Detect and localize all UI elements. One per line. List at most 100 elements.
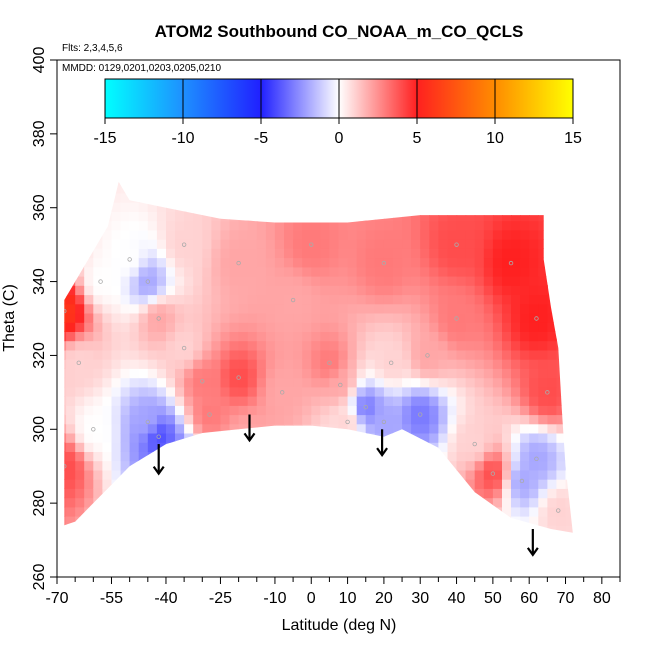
heatmap-cell [156,405,167,416]
heatmap-cell [374,183,385,194]
heatmap-cell [338,359,349,369]
heatmap-cell [184,368,194,379]
heatmap-cell [347,322,358,332]
heatmap-cell [483,368,494,379]
heatmap-cell [338,181,349,185]
heatmap-cell [138,525,149,533]
heatmap-cell [102,202,113,212]
heatmap-cell [383,488,394,499]
heatmap-cell [184,220,194,231]
heatmap-cell [547,396,558,406]
heatmap-cell [465,359,476,369]
heatmap-cell [556,303,567,314]
sample-point [519,478,525,484]
heatmap-cell [274,451,285,462]
heatmap-cell [329,229,340,240]
heatmap-cell [129,248,140,259]
heatmap-cell [284,211,294,222]
heatmap-cell [547,405,558,416]
heatmap-cell [238,220,249,231]
heatmap-cell [575,415,585,425]
heatmap-cell [147,294,158,305]
heatmap-cell [256,229,267,240]
heatmap-cell [93,433,103,443]
heatmap-cell [420,497,430,508]
heatmap-cell [565,405,573,416]
heatmap-cell [556,266,567,277]
heatmap-cell [247,303,258,314]
heatmap-cell [456,442,467,452]
heatmap-cell [265,211,276,222]
heatmap-cell [547,469,558,480]
heatmap-cell [84,229,94,240]
heatmap-cell [556,257,567,268]
heatmap-cell [529,331,539,342]
heatmap-cell [338,331,349,342]
heatmap-cell [64,229,67,240]
heatmap-cell [320,396,330,406]
heatmap-cell [402,220,412,231]
heatmap-cell [293,368,303,379]
heatmap-cell [347,516,358,526]
heatmap-cell [502,386,512,397]
heatmap-cell [166,285,176,296]
heatmap-cell [284,497,294,508]
heatmap-cell [492,229,503,240]
heatmap-cell [447,423,458,434]
heatmap-cell [229,192,240,203]
heatmap-cell [383,479,394,489]
heatmap-cell [511,220,521,231]
heatmap-cell [265,479,276,489]
heatmap-cell [311,266,321,277]
heatmap-cell [383,349,394,360]
heatmap-cell [474,331,485,342]
heatmap-cell [84,248,94,259]
heatmap-cell [547,433,558,443]
heatmap-cell [565,368,573,379]
heatmap-cell [93,313,103,323]
heatmap-cell [511,368,521,379]
heatmap-cell [374,349,385,360]
heatmap-cell [302,433,312,443]
heatmap-cell [247,331,258,342]
heatmap-cell [75,211,85,222]
heatmap-cell [457,544,467,554]
heatmap-cell [184,266,194,277]
heatmap-cell [347,349,358,360]
heatmap-cell [356,368,367,379]
heatmap-cell [120,516,131,526]
heatmap-cell [402,313,412,323]
heatmap-cell [456,423,467,434]
heatmap-cell [238,294,249,305]
heatmap-cell [538,285,548,296]
heatmap-cell [393,257,403,268]
heatmap-cell [84,359,94,369]
heatmap-cell [84,488,94,499]
heatmap-cell [247,405,258,416]
heatmap-cell [229,211,240,222]
heatmap-cell [356,497,367,508]
heatmap-cell [211,516,222,526]
heatmap-cell [202,257,212,268]
heatmap-cell [120,469,131,480]
heatmap-cell [502,322,512,332]
heatmap-cell [447,183,458,194]
heatmap-cell [175,276,185,286]
heatmap-cell [402,181,412,185]
heatmap-cell [175,451,185,462]
heatmap-cell [420,294,430,305]
heatmap-cell [402,266,412,277]
heatmap-cell [320,451,330,462]
heatmap-cell [365,181,376,185]
heatmap-cell [111,423,122,434]
heatmap-cell [575,396,585,406]
heatmap-cell [320,183,330,194]
heatmap-cell [565,479,573,489]
heatmap-cell [502,285,512,296]
heatmap-cell [538,331,548,342]
heatmap-cell [374,294,385,305]
heatmap-cell [111,220,122,231]
heatmap-cell [247,181,258,185]
heatmap-cell [492,405,503,416]
heatmap-cell [84,377,94,388]
